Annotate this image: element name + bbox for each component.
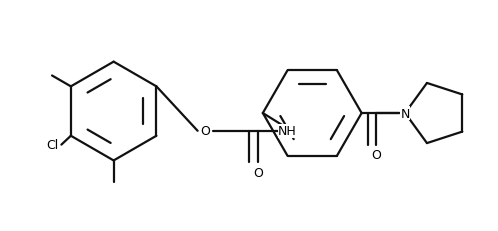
Text: Cl: Cl xyxy=(46,139,59,152)
Text: O: O xyxy=(253,166,263,179)
Text: NH: NH xyxy=(278,125,297,138)
Text: O: O xyxy=(372,148,381,161)
Text: O: O xyxy=(201,125,211,138)
Text: N: N xyxy=(400,107,410,120)
